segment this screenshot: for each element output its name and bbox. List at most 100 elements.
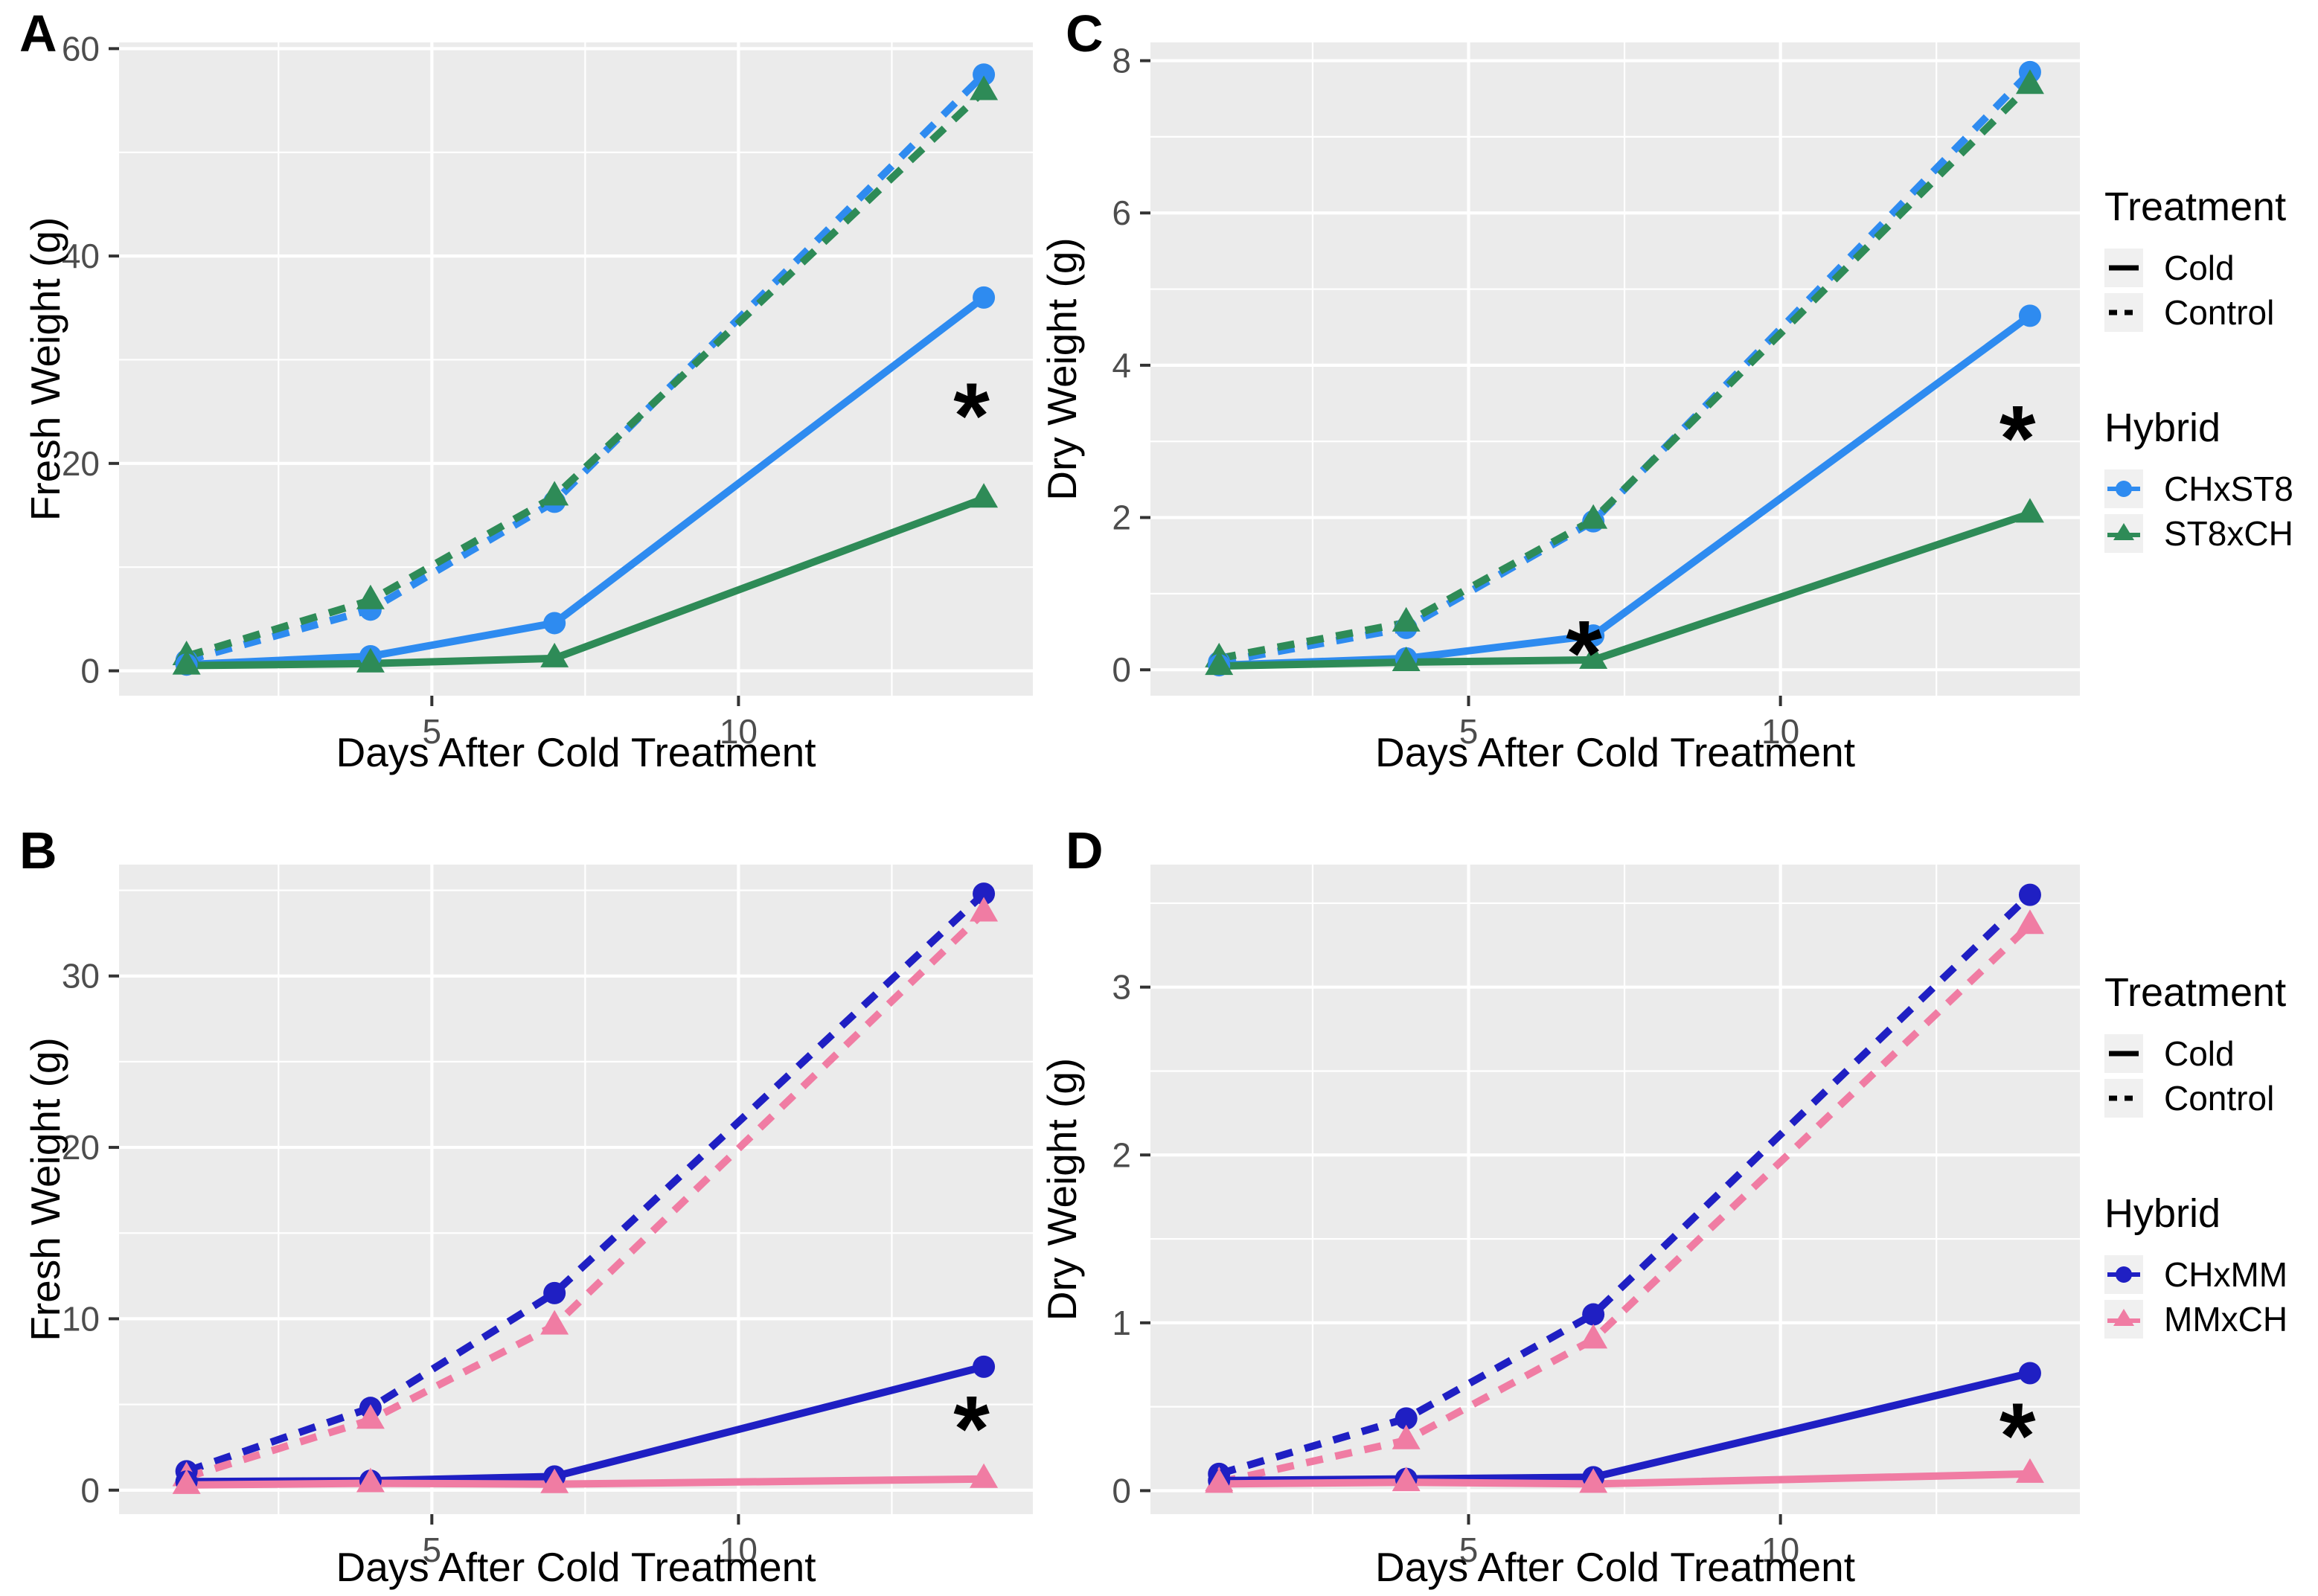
x-tick-label: 10: [1761, 712, 1799, 751]
data-point-triangle-ST8xCH-Control: [2015, 69, 2044, 94]
data-point-triangle-MMxCH-Cold: [1579, 1468, 1608, 1493]
legend-item-hybrid-1: CHxMM: [2104, 1253, 2287, 1296]
y-tick-label: 2: [1112, 1135, 1131, 1174]
data-point-triangle-ST8xCH-Control: [540, 481, 569, 506]
data-point-triangle-ST8xCH-Cold: [2015, 498, 2044, 523]
legend-item-control: Control: [2104, 1077, 2287, 1120]
legend-item-hybrid-2: MMxCH: [2104, 1298, 2287, 1341]
data-point-circle-CHxMM-Control: [543, 1281, 566, 1304]
legend-item-cold: Cold: [2104, 246, 2293, 289]
y-axis-title: Dry Weight (g): [1042, 237, 1085, 501]
y-tick-label: 3: [1112, 968, 1131, 1007]
series-line-CHxST8-Control: [1218, 69, 2033, 666]
legend-item-cold: Cold: [2104, 1032, 2287, 1075]
data-point-triangle-MMxCH-Cold: [1205, 1468, 1234, 1493]
chart-canvas-c: 5 10 0 2 4 6 8 Days After Cold Treatment Dry Wei…: [1042, 42, 2080, 775]
chart-canvas-a: 5 10 0 20 40 60 Days After Cold Treatment Fresh…: [22, 29, 1033, 775]
data-point-circle-CHxMM-Cold: [2018, 1362, 2041, 1385]
y-tick-label: 30: [62, 957, 100, 996]
plot-panel-background: [119, 865, 1033, 1514]
panel-label-c: C: [1066, 4, 1104, 63]
series-line-CHxST8-Cold: [186, 294, 987, 669]
x-tick-label: 5: [1459, 1531, 1479, 1569]
x-tick-label: 10: [720, 712, 758, 751]
y-tick-label: 0: [1112, 650, 1131, 689]
data-point-triangle-ST8xCH-Cold: [540, 642, 569, 667]
control-dashed-line-key-icon: [2104, 1079, 2143, 1118]
panel-a: A 5 10 0 20 40 60 Days After Cold Treatment Fre…: [0, 0, 1042, 781]
data-point-triangle-MMxCH-Cold: [2015, 1458, 2044, 1483]
data-point-triangle-MMxCH-Control: [1579, 1324, 1608, 1349]
plot-panel-background: [1150, 42, 2080, 696]
y-tick-label: 8: [1112, 42, 1131, 80]
circle-marker-key-icon: [2104, 469, 2143, 508]
y-tick-label: 10: [62, 1299, 100, 1338]
series-line-CHxMM-Control: [1217, 891, 2033, 1478]
legend-label-cold: Cold: [2164, 1034, 2235, 1073]
panel-label-b: B: [19, 821, 57, 879]
panel-label-d: D: [1066, 821, 1104, 879]
x-axis-title: Days After Cold Treatment: [336, 1544, 816, 1590]
circle-marker-key-icon: [2104, 1255, 2143, 1294]
data-point-triangle-MMxCH-Cold: [540, 1468, 569, 1493]
significance-asterisk: *: [2000, 1385, 2036, 1488]
data-point-triangle-MMxCH-Cold: [356, 1467, 385, 1493]
series-line-MMxCH-Cold: [186, 1475, 984, 1489]
data-point-triangle-ST8xCH-Cold: [172, 650, 201, 675]
y-axis-title: Fresh Weight (g): [22, 217, 68, 522]
data-point-circle-CHxMM-Control: [1582, 1303, 1605, 1326]
data-point-triangle-MMxCH-Control: [540, 1310, 569, 1335]
y-tick-label: 20: [62, 1128, 100, 1167]
series-line-CHxMM-Control: [185, 891, 987, 1475]
y-tick-label: 6: [1112, 193, 1131, 232]
y-tick-label: 0: [80, 652, 100, 690]
significance-asterisk: *: [1566, 602, 1602, 705]
x-tick-label: 10: [1761, 1531, 1799, 1569]
cold-solid-line-key-icon: [2104, 1034, 2143, 1073]
legend-top-inner: Treatment Cold Control Hybrid: [2104, 184, 2293, 557]
y-axis-title: Dry Weight (g): [1042, 1058, 1085, 1321]
significance-asterisk: *: [953, 1378, 990, 1481]
data-point-circle-CHxMM-Cold: [973, 1355, 996, 1378]
significance-asterisk: *: [953, 365, 990, 468]
data-point-triangle-MMxCH-Control: [356, 1404, 385, 1429]
legend-item-control: Control: [2104, 291, 2293, 334]
triangle-marker-key-icon: [2104, 513, 2143, 553]
data-point-circle-CHxMM-Control: [973, 882, 996, 906]
series-line-MMxCH-Control: [185, 909, 987, 1481]
significance-asterisk: *: [2000, 388, 2036, 491]
data-point-triangle-ST8xCH-Control: [356, 584, 385, 609]
data-point-triangle-MMxCH-Cold: [1392, 1467, 1421, 1492]
data-point-circle-CHxST8-Cold: [543, 612, 566, 635]
legend-treatment-title: Treatment: [2104, 184, 2287, 229]
x-axis-title: Days After Cold Treatment: [1375, 729, 1855, 775]
series-line-ST8xCH-Cold: [1219, 510, 2032, 670]
legend-hybrid-title: Hybrid: [2104, 405, 2221, 450]
series-line-ST8xCH-Control: [1218, 82, 2033, 662]
data-point-circle-CHxST8-Control: [973, 63, 996, 86]
data-point-circle-CHxST8-Cold: [2018, 304, 2041, 327]
data-point-circle-CHxST8-Cold: [973, 286, 996, 309]
cold-solid-line-key-icon: [2104, 248, 2143, 287]
x-axis-title: Days After Cold Treatment: [336, 729, 816, 775]
x-axis-title: Days After Cold Treatment: [1375, 1544, 1855, 1590]
chart-canvas-b: 5 10 0 10 20 30 Days After Cold Treatment Fresh…: [22, 865, 1033, 1590]
data-point-triangle-MMxCH-Control: [1392, 1424, 1421, 1449]
x-tick-label: 5: [423, 712, 442, 751]
plot-panel-background: [1150, 865, 2080, 1514]
legend-label-hybrid-1: CHxMM: [2164, 1255, 2288, 1294]
triangle-marker-key-icon: [2104, 1300, 2143, 1339]
y-tick-label: 0: [1112, 1471, 1131, 1510]
y-tick-label: 0: [80, 1471, 100, 1510]
data-point-triangle-ST8xCH-Cold: [1579, 644, 1608, 669]
legend-bottom: Treatment Cold Control Hybrid: [2098, 781, 2318, 1596]
series-line-CHxST8-Control: [185, 71, 987, 664]
series-line-MMxCH-Cold: [1219, 1470, 2031, 1488]
legend-treatment-title: Treatment: [2104, 970, 2287, 1015]
data-point-triangle-ST8xCH-Cold: [1205, 650, 1234, 676]
legend-label-control: Control: [2164, 292, 2275, 332]
data-point-circle-CHxST8-Cold: [1582, 624, 1605, 647]
data-point-triangle-ST8xCH-Control: [1392, 606, 1421, 632]
panel-c: C 5 10 0 2 4 6 8 Days After Cold Treatment Dry W…: [1042, 0, 2098, 781]
data-point-circle-CHxMM-Control: [2018, 883, 2041, 906]
